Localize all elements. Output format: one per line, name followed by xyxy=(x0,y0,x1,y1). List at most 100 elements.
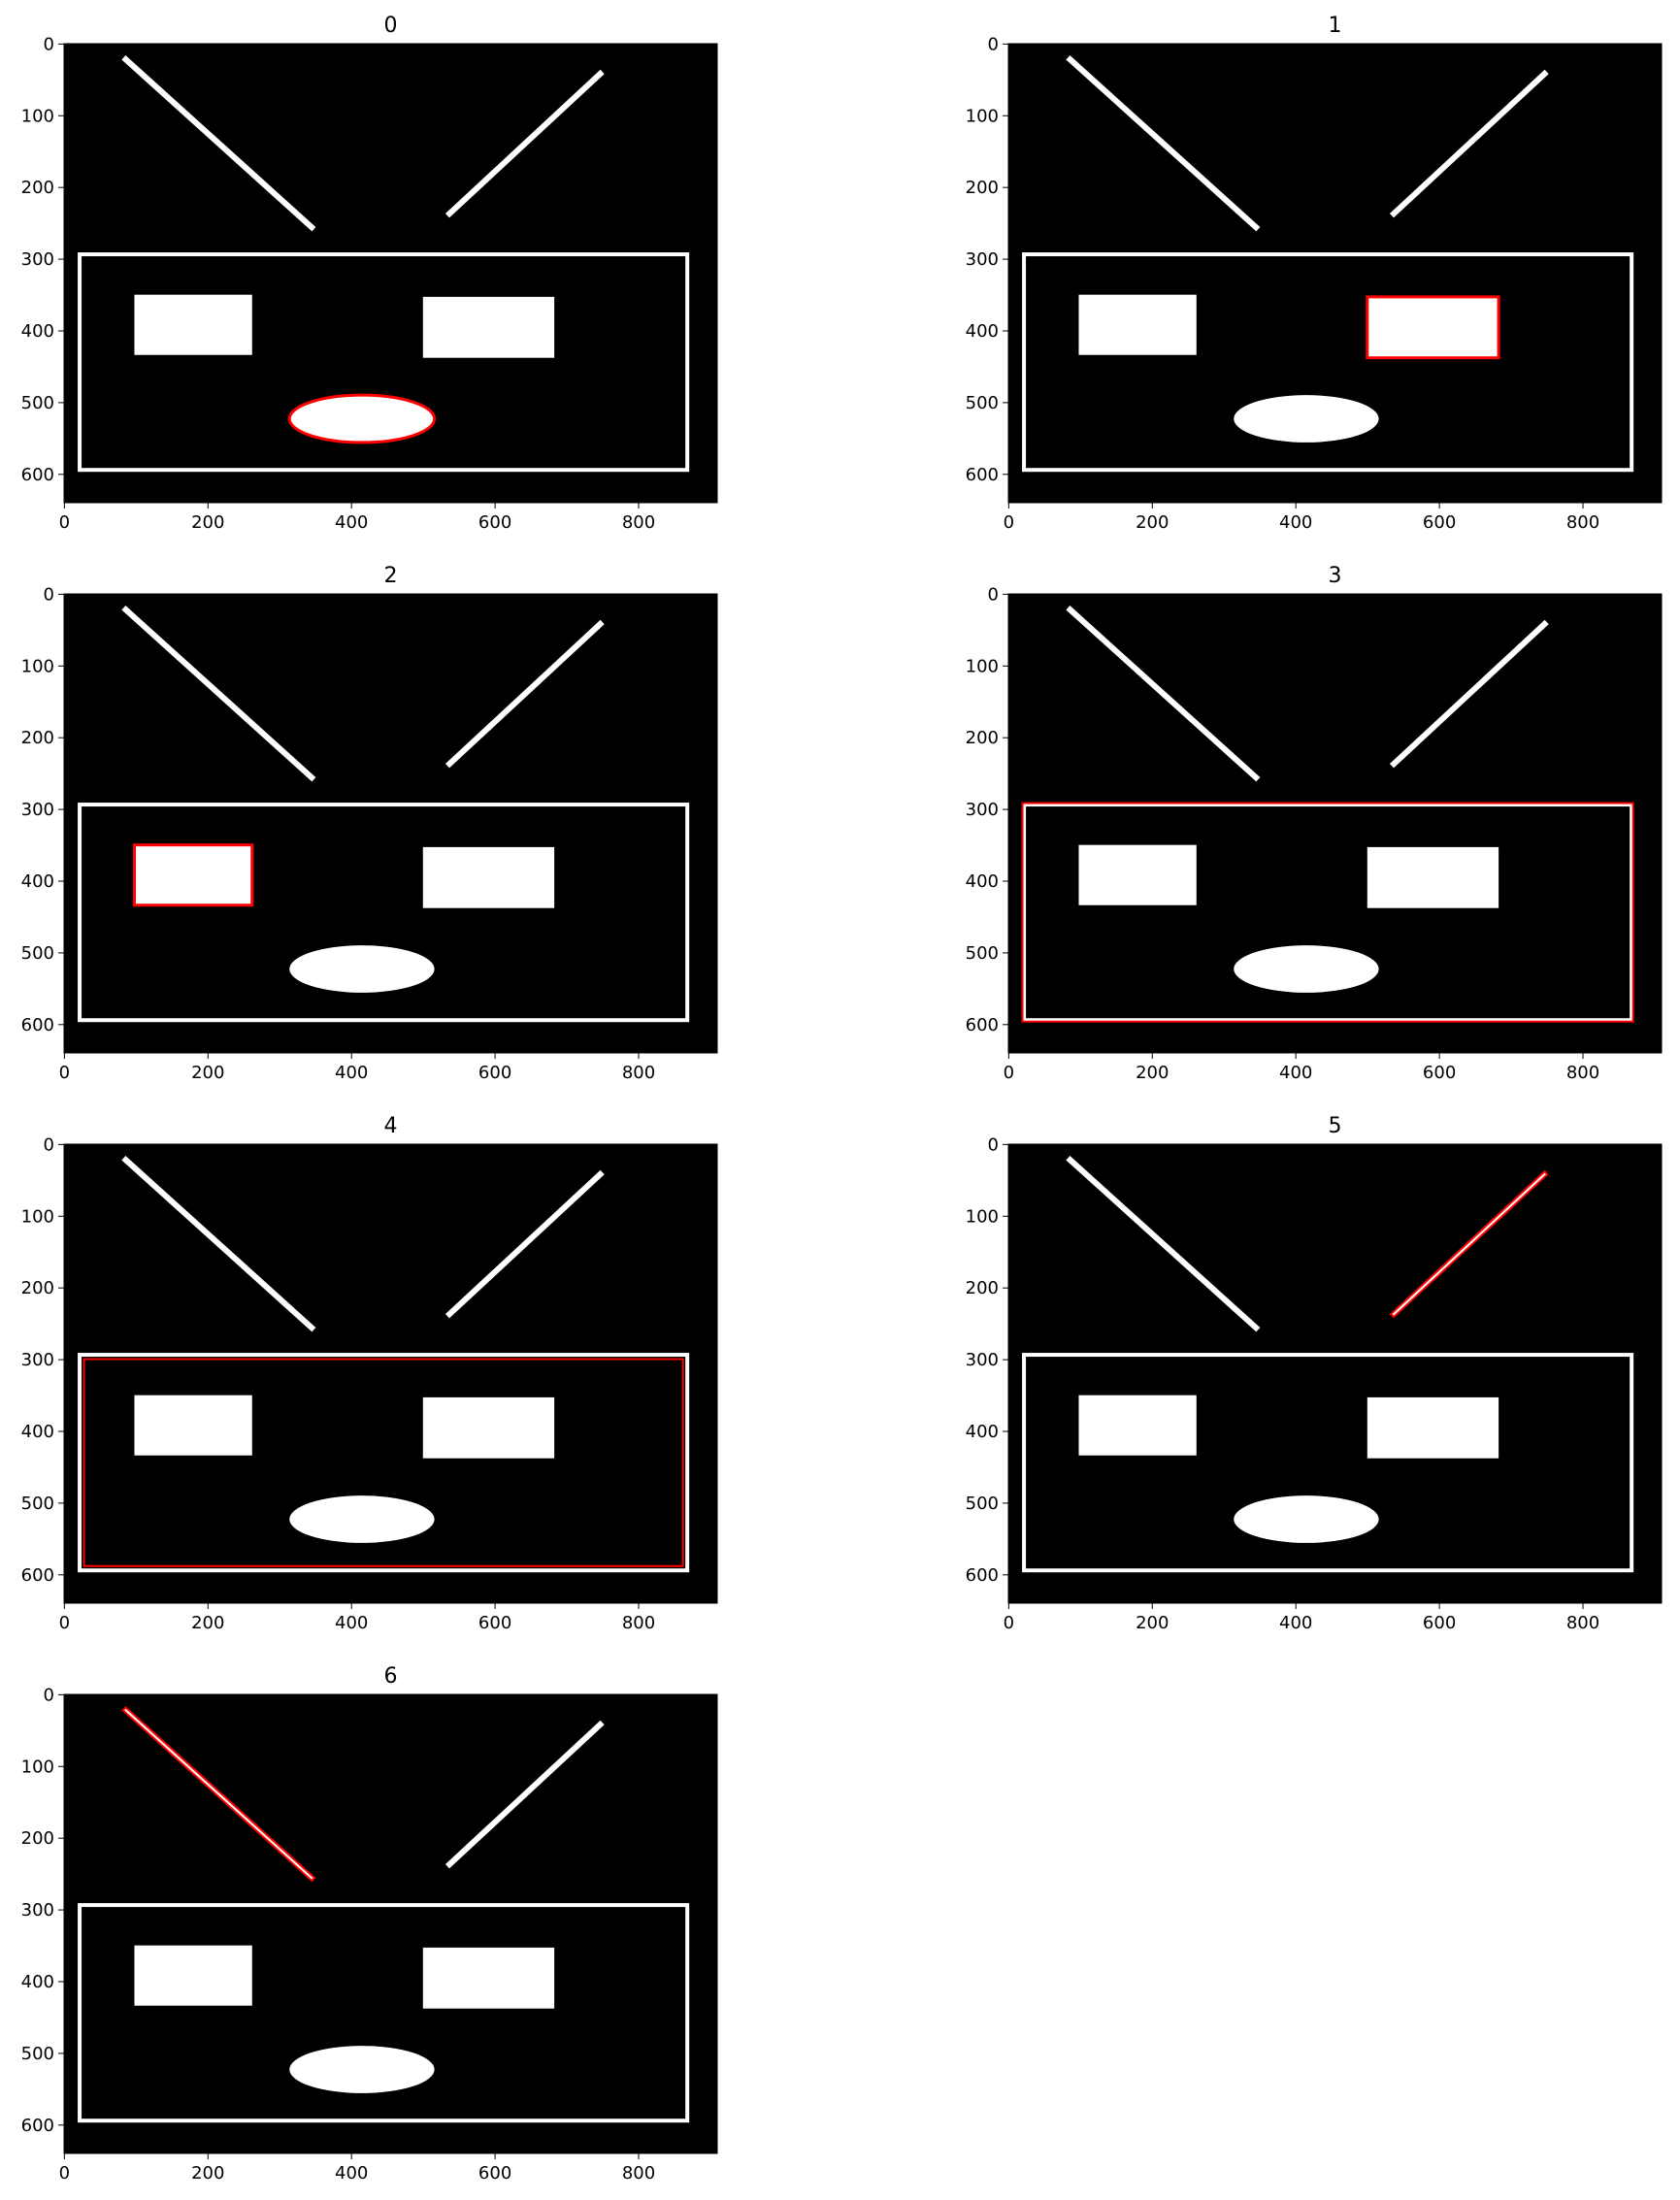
y-tick-label: 0 xyxy=(988,584,999,605)
x-tick-label: 600 xyxy=(1423,1613,1456,1633)
y-tick-label: 200 xyxy=(966,178,999,198)
y-tick-label: 300 xyxy=(21,1350,54,1370)
y-tick-label: 400 xyxy=(966,321,999,342)
shape-line-left xyxy=(1066,55,1261,232)
panel-2: 2 0 200 400 600 800 0 100 200 300 400 500 600 xyxy=(21,564,718,1083)
y-tick-label: 200 xyxy=(21,1278,54,1298)
y-tick-label: 500 xyxy=(21,1494,54,1514)
x-tick-label: 200 xyxy=(1136,512,1169,533)
y-tick-label: 500 xyxy=(966,1494,999,1514)
shape-rect-left xyxy=(132,843,254,907)
x-tick-label: 400 xyxy=(1279,1613,1312,1633)
x-tick-label: 600 xyxy=(478,1613,511,1633)
x-tick-label: 800 xyxy=(1566,512,1599,533)
panel-3: 3 0 200 400 600 800 0 100 200 300 400 500 600 xyxy=(966,564,1663,1083)
axes-frame xyxy=(63,1693,718,2154)
x-tick-label: 400 xyxy=(335,1613,368,1633)
panel-title: 1 xyxy=(1329,14,1342,38)
y-tick-label: 100 xyxy=(21,656,54,676)
y-tick-label: 300 xyxy=(966,1350,999,1370)
y-tick-label: 200 xyxy=(21,178,54,198)
y-tick-label: 0 xyxy=(988,34,999,54)
y-tick-label: 600 xyxy=(21,2116,54,2136)
shape-ellipse xyxy=(1234,395,1379,443)
y-tick-label: 600 xyxy=(966,1015,999,1035)
shape-ellipse xyxy=(1234,1495,1379,1543)
y-tick-label: 100 xyxy=(966,106,999,126)
y-tick-label: 500 xyxy=(21,2044,54,2064)
x-tick-label: 400 xyxy=(1279,512,1312,533)
y-tick-label: 500 xyxy=(966,943,999,964)
shape-rect-left xyxy=(134,294,252,355)
shape-frame xyxy=(78,803,690,1023)
shape-line-right xyxy=(445,619,605,769)
shape-line-left xyxy=(121,1156,316,1332)
panel-title: 6 xyxy=(384,1664,398,1689)
panel-title: 0 xyxy=(384,14,398,38)
y-tick-label: 600 xyxy=(966,465,999,485)
shape-rect-right xyxy=(1367,1396,1499,1459)
shape-rect-right xyxy=(1367,846,1499,908)
shape-ellipse xyxy=(289,945,435,993)
shape-frame xyxy=(1022,252,1634,473)
panel-6: 6 0 200 400 600 800 0 100 200 300 400 500 600 xyxy=(21,1664,718,2184)
y-tick-label: 500 xyxy=(966,393,999,413)
shape-rect-right xyxy=(422,296,555,358)
x-tick-label: 0 xyxy=(59,1063,70,1083)
y-tick-label: 300 xyxy=(966,800,999,820)
shape-frame xyxy=(1022,1353,1634,1573)
x-tick-label: 800 xyxy=(622,1613,655,1633)
highlight-frame-outer xyxy=(1021,802,1634,1023)
y-tick-label: 300 xyxy=(21,800,54,820)
y-tick-label: 600 xyxy=(966,1565,999,1586)
y-tick-label: 200 xyxy=(966,1278,999,1298)
y-tick-label: 400 xyxy=(21,1972,54,1992)
x-tick-label: 600 xyxy=(478,512,511,533)
x-tick-label: 200 xyxy=(191,1063,224,1083)
x-tick-label: 400 xyxy=(1279,1063,1312,1083)
y-tick-label: 100 xyxy=(21,106,54,126)
x-tick-label: 0 xyxy=(59,512,70,533)
axes-frame xyxy=(1007,1143,1663,1604)
panel-4: 4 0 200 400 600 800 0 100 200 300 400 500 600 xyxy=(21,1114,718,1633)
shape-ellipse xyxy=(287,393,437,444)
x-tick-label: 800 xyxy=(622,1063,655,1083)
x-tick-label: 0 xyxy=(1004,1063,1014,1083)
y-tick-label: 0 xyxy=(44,584,54,605)
shape-rect-right xyxy=(422,846,555,908)
x-tick-label: 800 xyxy=(622,2163,655,2184)
x-tick-label: 800 xyxy=(1566,1063,1599,1083)
y-tick-label: 200 xyxy=(21,1828,54,1849)
shape-line-right-core xyxy=(1392,1172,1546,1316)
y-tick-label: 300 xyxy=(21,1900,54,1921)
shape-rect-left xyxy=(1078,844,1197,905)
y-tick-label: 400 xyxy=(966,1422,999,1442)
y-tick-label: 0 xyxy=(44,34,54,54)
x-tick-label: 200 xyxy=(191,512,224,533)
x-tick-label: 0 xyxy=(59,2163,70,2184)
y-tick-label: 0 xyxy=(44,1685,54,1705)
y-tick-label: 400 xyxy=(966,871,999,892)
axes-frame xyxy=(1007,43,1663,504)
shape-line-right xyxy=(445,69,605,218)
axes-frame xyxy=(63,43,718,504)
x-tick-label: 400 xyxy=(335,512,368,533)
shape-line-right xyxy=(445,1720,605,1869)
x-tick-label: 200 xyxy=(1136,1063,1169,1083)
x-tick-label: 600 xyxy=(1423,512,1456,533)
panel-title: 4 xyxy=(384,1114,398,1138)
panel-1: 1 0 200 400 600 800 0 100 200 300 400 500 600 xyxy=(966,14,1663,533)
axes-frame xyxy=(63,593,718,1054)
x-tick-label: 200 xyxy=(191,2163,224,2184)
shape-line-left xyxy=(121,55,316,232)
x-tick-label: 0 xyxy=(1004,512,1014,533)
panel-5: 5 0 200 400 600 800 0 100 200 300 400 500 600 xyxy=(966,1114,1663,1633)
shape-rect-left xyxy=(134,1395,252,1456)
x-tick-label: 400 xyxy=(335,2163,368,2184)
shape-line-left-core xyxy=(124,1708,313,1880)
x-tick-label: 0 xyxy=(59,1613,70,1633)
shape-line-right xyxy=(445,1169,605,1319)
y-tick-label: 100 xyxy=(966,656,999,676)
panel-0: 0 0 200 400 600 800 0 100 200 300 400 500 600 xyxy=(21,14,718,533)
